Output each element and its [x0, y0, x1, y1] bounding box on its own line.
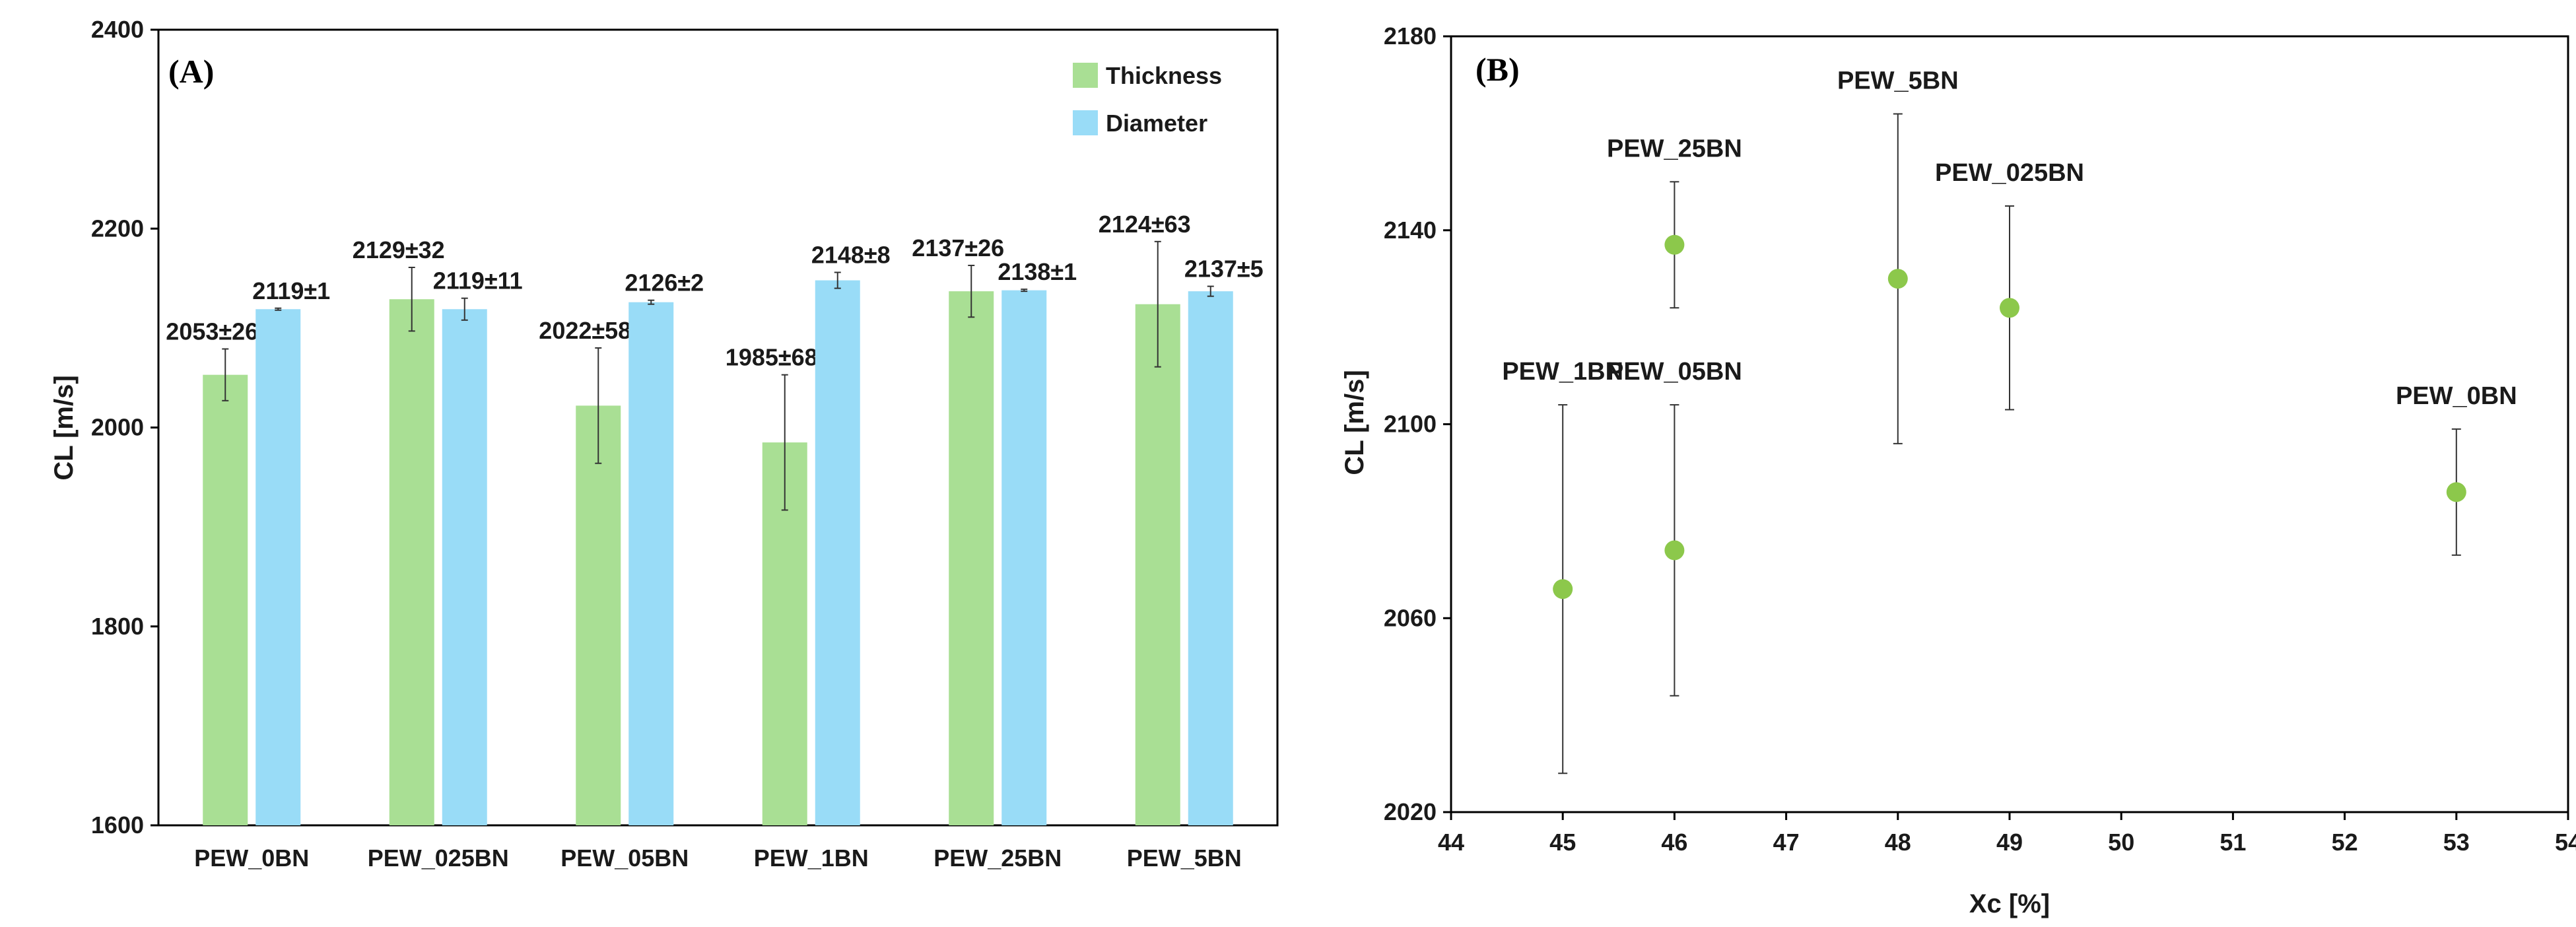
- error-bar-thickness: [781, 374, 788, 511]
- x-tick-label-b: 50: [2108, 829, 2134, 856]
- scatter-point: [1553, 579, 1573, 600]
- x-tick-label-a: PEW_0BN: [194, 844, 309, 872]
- scatter-point: [2446, 482, 2466, 502]
- bar-thickness: [389, 299, 434, 826]
- x-tick-label-b: 45: [1549, 829, 1576, 856]
- scatter-chart-panel-b: 2020 2060 2100 2140 2180 44 45 46 47 48 49 50 51 52 5…: [1340, 22, 2576, 918]
- scatter-point: [2000, 298, 2019, 318]
- y-tick-labels-b: 2020 2060 2100 2140 2180: [1384, 22, 1451, 825]
- bar-diameter: [1188, 291, 1233, 825]
- data-label-thickness: 2137±26: [912, 234, 1004, 261]
- y-tick-labels-a: 1600 1800 2000 2200 2400: [91, 16, 158, 839]
- y-tick-label-a: 2200: [91, 215, 144, 242]
- y-tick-label-b: 2140: [1384, 217, 1437, 244]
- legend-swatch-thickness: [1073, 63, 1098, 88]
- error-bar-thickness: [968, 264, 975, 318]
- y-tick-label-b: 2020: [1384, 798, 1437, 825]
- error-bar-thickness: [408, 266, 415, 332]
- data-label-diameter: 2138±1: [998, 258, 1077, 285]
- x-tick-label-a: PEW_1BN: [754, 844, 869, 872]
- bar-thickness: [949, 291, 994, 825]
- scatter-point: [1664, 540, 1685, 561]
- x-tick-label-b: 54: [2555, 829, 2576, 856]
- x-tick-label-b: 51: [2220, 829, 2246, 856]
- panel-label-a: (A): [168, 53, 214, 90]
- point-label: PEW_1BN: [1502, 358, 1623, 386]
- bar-diameter: [442, 309, 487, 826]
- point-label: PEW_025BN: [1935, 159, 2084, 187]
- x-tick-label-a: PEW_25BN: [933, 844, 1062, 872]
- error-bar-diameter: [1021, 289, 1028, 292]
- error-bar-thickness: [1154, 240, 1161, 368]
- data-label-thickness: 1985±68: [726, 344, 818, 371]
- data-label-thickness: 2053±26: [166, 318, 258, 345]
- bar-thickness: [576, 405, 621, 825]
- y-tick-label-a: 2400: [91, 16, 144, 43]
- legend-label-diameter: Diameter: [1106, 110, 1207, 137]
- error-bar-diameter: [1207, 285, 1214, 297]
- legend-swatch-diameter: [1073, 110, 1098, 135]
- y-tick-label-a: 1800: [91, 613, 144, 640]
- y-tick-label-b: 2060: [1384, 604, 1437, 631]
- y-tick-label-b: 2180: [1384, 22, 1437, 50]
- point-label: PEW_05BN: [1607, 358, 1742, 386]
- y-tick-label-b: 2100: [1384, 411, 1437, 438]
- x-tick-labels-a: PEW_0BN PEW_025BN PEW_05BN PEW_1BN PEW_25BN P…: [194, 844, 1242, 872]
- scatter-point: [1887, 269, 1908, 289]
- error-bar-thickness: [222, 348, 229, 401]
- error-bar-diameter: [834, 271, 841, 289]
- x-tick-label-b: 47: [1773, 829, 1800, 856]
- bar-diameter: [1001, 290, 1047, 825]
- error-bar-diameter: [275, 307, 282, 311]
- x-tick-labels-b: 44 45 46 47 48 49 50 51 52 53 54: [1438, 812, 2576, 856]
- data-label-diameter: 2119±1: [252, 277, 330, 304]
- plot-area-b: [1450, 35, 2569, 813]
- bar-thickness: [203, 374, 248, 825]
- x-tick-label-b: 49: [1996, 829, 2023, 856]
- x-tick-label-a: PEW_5BN: [1127, 844, 1242, 872]
- y-tick-label-a: 2000: [91, 414, 144, 441]
- x-tick-label-a: PEW_05BN: [560, 844, 689, 872]
- bar-diameter: [628, 302, 674, 825]
- panel-label-b: (B): [1475, 51, 1520, 88]
- data-label-thickness: 2129±32: [353, 236, 445, 263]
- bar-thickness: [1135, 304, 1180, 826]
- y-tick-label-a: 1600: [91, 811, 144, 839]
- error-bar-diameter: [648, 299, 655, 305]
- plot-area-a: [157, 28, 1279, 827]
- bars-a: 2053±26 2119±1 2129±32 2119±11 2022±58 2126±2…: [166, 211, 1264, 826]
- x-axis-title-b: Xc [%]: [1969, 889, 2050, 918]
- bar-diameter: [815, 280, 860, 825]
- legend-a: Thickness Diameter: [1073, 62, 1222, 137]
- data-label-diameter: 2137±5: [1184, 256, 1264, 283]
- data-label-diameter: 2119±11: [433, 267, 523, 294]
- data-label-diameter: 2126±2: [625, 269, 704, 296]
- x-tick-label-b: 53: [2443, 829, 2470, 856]
- y-axis-title-b: CL [m/s]: [1340, 370, 1369, 475]
- error-bar-thickness: [595, 347, 602, 464]
- x-tick-label-b: 48: [1885, 829, 1911, 856]
- scatter-point: [1664, 234, 1685, 255]
- point-label: PEW_25BN: [1607, 135, 1742, 162]
- y-axis-title-a: CL [m/s]: [50, 375, 79, 480]
- error-bar-diameter: [461, 297, 468, 321]
- bar-chart-panel-a: 1600 1800 2000 2200 2400 2053±26 2119±1 2129±3…: [50, 16, 1279, 872]
- x-tick-label-b: 44: [1438, 829, 1464, 856]
- point-label: PEW_5BN: [1837, 67, 1959, 95]
- x-tick-label-b: 46: [1661, 829, 1687, 856]
- data-label-diameter: 2148±8: [811, 242, 891, 269]
- points-b: PEW_1BN PEW_25BN PEW_05BN PEW_5BN PEW_025BN P…: [1502, 67, 2517, 774]
- data-label-thickness: 2124±63: [1099, 211, 1191, 238]
- bar-diameter: [255, 309, 301, 826]
- x-tick-label-b: 52: [2332, 829, 2358, 856]
- point-label: PEW_0BN: [2396, 382, 2517, 410]
- data-label-thickness: 2022±58: [539, 317, 631, 344]
- legend-label-thickness: Thickness: [1106, 62, 1222, 89]
- x-tick-label-a: PEW_025BN: [368, 844, 509, 872]
